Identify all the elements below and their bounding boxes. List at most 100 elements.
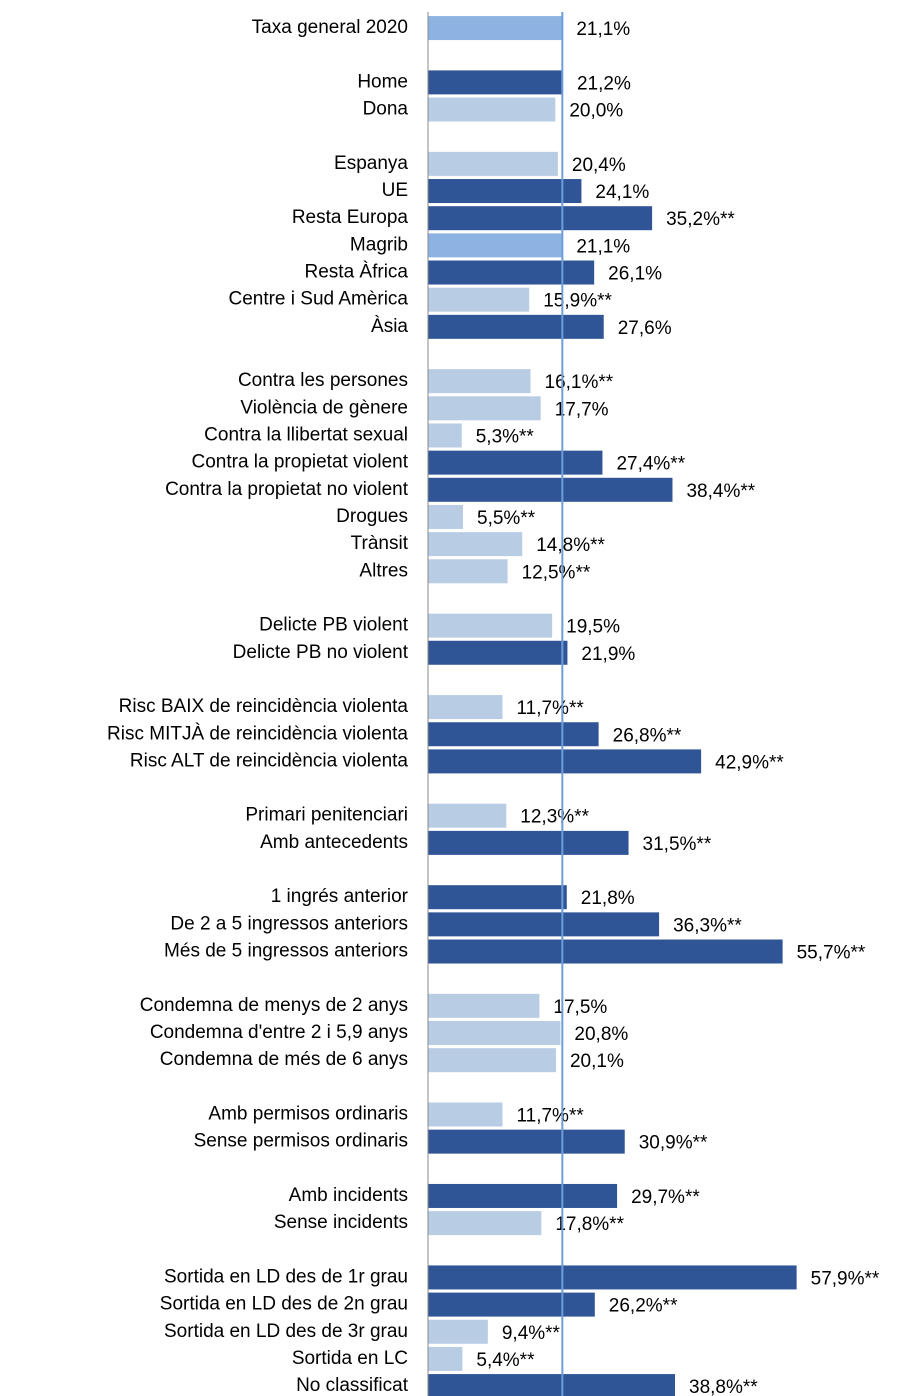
- value-label: 12,3%**: [520, 807, 589, 828]
- value-label: 15,9%**: [543, 291, 612, 312]
- bar: [428, 722, 599, 747]
- bar: [428, 1102, 503, 1127]
- value-label: 26,1%: [608, 264, 662, 285]
- bar: [428, 532, 523, 557]
- category-label: Risc MITJÀ de reincidència violenta: [107, 723, 408, 744]
- value-label: 29,7%**: [631, 1187, 700, 1208]
- bar: [428, 613, 553, 638]
- bar: [428, 1265, 797, 1290]
- category-label: Violència de gènere: [240, 397, 408, 418]
- bar: [428, 1211, 542, 1236]
- bar: [428, 695, 503, 720]
- value-label: 16,1%**: [545, 372, 614, 393]
- bar: [428, 260, 595, 285]
- category-label: Drogues: [336, 506, 408, 527]
- value-label: 20,1%: [570, 1051, 624, 1072]
- value-label: 19,5%: [566, 617, 620, 638]
- category-label: Més de 5 ingressos anteriors: [164, 941, 408, 962]
- category-label: Sense incidents: [274, 1212, 408, 1233]
- bar: [428, 423, 462, 448]
- category-label: Àsia: [371, 316, 408, 337]
- category-label: Condemna d'entre 2 i 5,9 anys: [150, 1022, 408, 1043]
- category-label: Sortida en LD des de 1r grau: [164, 1266, 408, 1287]
- bar: [428, 559, 508, 584]
- category-label: Dona: [363, 99, 409, 120]
- value-label: 27,6%: [618, 318, 672, 339]
- value-label: 38,8%**: [689, 1377, 758, 1396]
- category-label: Centre i Sud Amèrica: [228, 289, 408, 310]
- value-label: 35,2%**: [666, 209, 735, 230]
- category-label: Sense permisos ordinaris: [194, 1131, 408, 1152]
- bar: [428, 396, 541, 421]
- value-label: 21,1%: [576, 236, 630, 257]
- category-label: Altres: [359, 560, 408, 581]
- bar: [428, 504, 464, 529]
- bar: [428, 939, 783, 964]
- category-label: Sortida en LD des de 3r grau: [164, 1321, 408, 1342]
- value-label: 27,4%**: [616, 454, 685, 475]
- category-label: 1 ingrés anterior: [271, 886, 409, 907]
- value-label: 21,8%: [581, 888, 635, 909]
- bar: [428, 97, 556, 122]
- value-label: 26,8%**: [613, 725, 682, 746]
- bar: [428, 1048, 556, 1073]
- bar: [428, 450, 603, 475]
- category-label: Magrib: [350, 234, 408, 255]
- category-label: Delicte PB no violent: [233, 642, 409, 663]
- bar: [428, 1319, 488, 1344]
- value-label: 11,7%**: [516, 1105, 584, 1126]
- category-label: Amb incidents: [289, 1185, 408, 1206]
- value-label: 26,2%**: [609, 1296, 678, 1317]
- value-label: 55,7%**: [797, 943, 866, 964]
- category-label: Trànsit: [351, 533, 409, 554]
- value-label: 21,1%: [576, 19, 630, 40]
- bar: [428, 993, 540, 1018]
- bar: [428, 640, 568, 665]
- value-label: 42,9%**: [715, 752, 784, 773]
- bar: [428, 477, 673, 502]
- value-label: 5,4%**: [476, 1350, 535, 1371]
- category-label: Contra la propietat violent: [191, 452, 408, 473]
- value-label: 21,9%: [581, 644, 635, 665]
- bar: [428, 287, 530, 312]
- category-label: Contra les persones: [238, 370, 408, 391]
- value-label: 5,3%**: [476, 426, 535, 447]
- category-label: Risc ALT de reincidència violenta: [130, 750, 409, 771]
- bar: [428, 151, 558, 176]
- category-label: Resta Àfrica: [305, 262, 409, 283]
- category-label: Amb permisos ordinaris: [208, 1103, 408, 1124]
- category-label: No classificat: [296, 1375, 409, 1396]
- bar: [428, 16, 563, 41]
- category-label: Contra la llibertat sexual: [204, 424, 408, 445]
- category-label: Delicte PB violent: [259, 615, 409, 636]
- category-label: UE: [382, 180, 408, 201]
- bar: [428, 1021, 561, 1045]
- category-label: Espanya: [334, 153, 408, 174]
- bar: [428, 1183, 618, 1208]
- category-label: De 2 a 5 ingressos anteriors: [170, 913, 408, 934]
- bar: [428, 1292, 595, 1317]
- value-label: 17,7%: [555, 399, 609, 420]
- value-label: 11,7%**: [516, 698, 584, 719]
- value-label: 38,4%**: [686, 481, 755, 502]
- value-label: 20,4%: [572, 155, 626, 176]
- value-label: 5,5%**: [477, 508, 536, 529]
- category-label: Contra la propietat no violent: [165, 479, 409, 500]
- bar: [428, 179, 582, 204]
- bar: [428, 1374, 676, 1396]
- value-label: 9,4%**: [502, 1323, 561, 1344]
- category-label: Primari penitenciari: [245, 805, 408, 826]
- value-label: 12,5%**: [522, 562, 591, 583]
- category-label: Taxa general 2020: [252, 17, 408, 38]
- bar: [428, 912, 660, 937]
- value-label: 57,9%**: [811, 1268, 880, 1289]
- category-label: Resta Europa: [292, 207, 409, 228]
- value-label: 31,5%**: [643, 834, 712, 855]
- bar: [428, 803, 507, 828]
- bar: [428, 885, 567, 910]
- value-label: 36,3%**: [673, 915, 742, 936]
- value-label: 24,1%: [595, 182, 649, 203]
- value-label: 14,8%**: [536, 535, 605, 556]
- category-label: Condemna de més de 6 anys: [160, 1049, 408, 1070]
